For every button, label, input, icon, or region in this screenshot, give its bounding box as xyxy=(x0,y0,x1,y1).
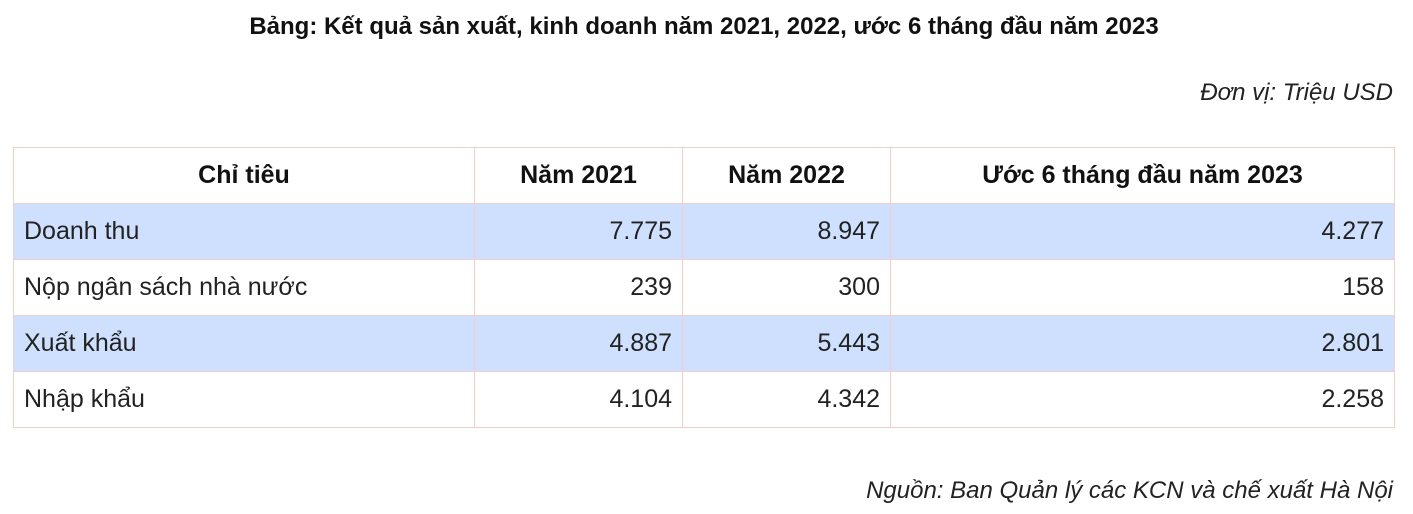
table-title: Bảng: Kết quả sản xuất, kinh doanh năm 2… xyxy=(249,13,1159,40)
table-row: Doanh thu 7.775 8.947 4.277 xyxy=(13,203,1395,260)
row-label: Xuất khẩu xyxy=(13,315,475,372)
cell-2021: 4.104 xyxy=(474,371,683,428)
cell-2023: 2.801 xyxy=(890,315,1395,372)
cell-2023: 2.258 xyxy=(890,371,1395,428)
header-year-2021: Năm 2021 xyxy=(474,147,683,204)
cell-2021: 7.775 xyxy=(474,203,683,260)
unit-note: Đơn vị: Triệu USD xyxy=(1200,79,1393,106)
header-estimate-2023: Ước 6 tháng đầu năm 2023 xyxy=(890,147,1395,204)
cell-2022: 4.342 xyxy=(682,371,891,428)
cell-2022: 300 xyxy=(682,259,891,316)
row-label: Nhập khẩu xyxy=(13,371,475,428)
header-indicator: Chỉ tiêu xyxy=(13,147,475,204)
cell-2022: 8.947 xyxy=(682,203,891,260)
row-label: Nộp ngân sách nhà nước xyxy=(13,259,475,316)
header-year-2022: Năm 2022 xyxy=(682,147,891,204)
table-row: Xuất khẩu 4.887 5.443 2.801 xyxy=(13,315,1395,372)
cell-2021: 4.887 xyxy=(474,315,683,372)
source-note: Nguồn: Ban Quản lý các KCN và chế xuất H… xyxy=(866,477,1393,504)
table-header-row: Chỉ tiêu Năm 2021 Năm 2022 Ước 6 tháng đ… xyxy=(13,147,1395,204)
cell-2023: 4.277 xyxy=(890,203,1395,260)
cell-2021: 239 xyxy=(474,259,683,316)
table-row: Nộp ngân sách nhà nước 239 300 158 xyxy=(13,259,1395,316)
cell-2022: 5.443 xyxy=(682,315,891,372)
cell-2023: 158 xyxy=(890,259,1395,316)
table-row: Nhập khẩu 4.104 4.342 2.258 xyxy=(13,371,1395,428)
row-label: Doanh thu xyxy=(13,203,475,260)
results-table: Chỉ tiêu Năm 2021 Năm 2022 Ước 6 tháng đ… xyxy=(13,147,1395,428)
